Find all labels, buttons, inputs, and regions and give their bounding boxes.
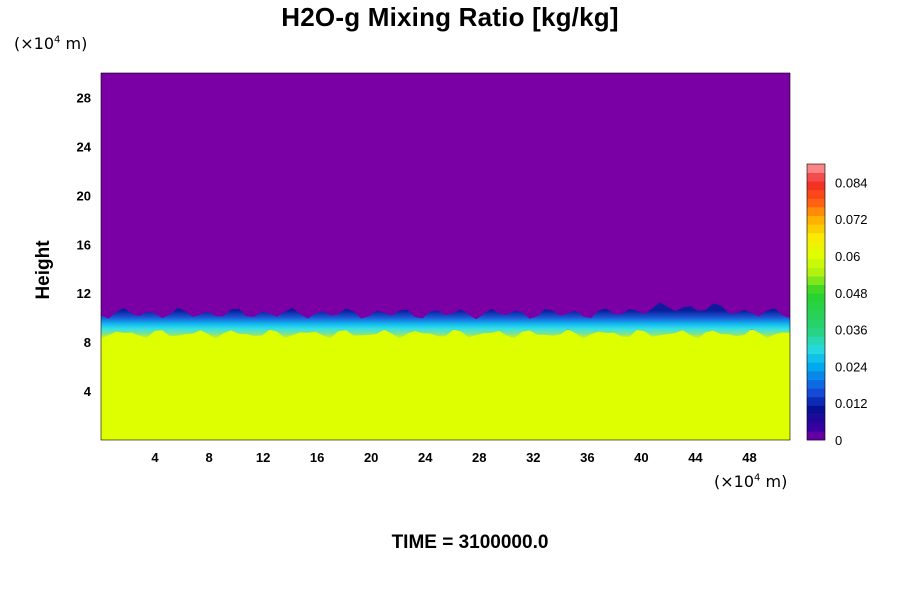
x-tick-label: 16 xyxy=(310,450,324,465)
x-tick-label: 28 xyxy=(472,450,486,465)
x-tick-label: 36 xyxy=(580,450,594,465)
colorbar-tick-label: 0.048 xyxy=(835,286,868,301)
colorbar-segment xyxy=(807,207,825,217)
plot-border xyxy=(100,72,791,441)
y-tick-label: 20 xyxy=(77,188,91,203)
colorbar-segment xyxy=(807,276,825,286)
colorbar-segment xyxy=(807,284,825,294)
x-tick-label: 8 xyxy=(205,450,212,465)
y-tick-label: 16 xyxy=(77,237,91,252)
colorbar-tick-label: 0 xyxy=(835,433,842,448)
colorbar-segment xyxy=(807,172,825,182)
colorbar-segment xyxy=(807,302,825,311)
y-tick-label: 4 xyxy=(84,384,92,399)
x-tick-label: 20 xyxy=(364,450,378,465)
colorbar-segment xyxy=(807,336,825,346)
colorbar-segment xyxy=(807,353,825,363)
colorbar-segment xyxy=(807,319,825,329)
x-tick-label: 12 xyxy=(256,450,270,465)
colorbar-segment xyxy=(807,164,825,173)
y-tick-label: 28 xyxy=(77,90,91,105)
colorbar-tick-label: 0.036 xyxy=(835,323,868,338)
x-tick-label: 4 xyxy=(151,450,159,465)
colorbar-segment xyxy=(807,422,825,432)
y-axis-unit-label: (×104 m) xyxy=(14,34,88,53)
colorbar-segment xyxy=(807,181,825,191)
colorbar-segment xyxy=(807,371,825,380)
moist-layer-region xyxy=(101,329,790,440)
y-tick-label: 12 xyxy=(77,286,91,301)
x-tick-label: 40 xyxy=(634,450,648,465)
colorbar-segment xyxy=(807,250,825,260)
colorbar-segment xyxy=(807,327,825,337)
y-tick-label: 24 xyxy=(77,139,92,154)
colorbar-segment xyxy=(807,224,825,234)
colorbar-segment xyxy=(807,198,825,208)
colorbar-segment xyxy=(807,405,825,415)
x-tick-label: 44 xyxy=(688,450,703,465)
plot-area xyxy=(100,72,791,441)
y-tick-label: 8 xyxy=(84,335,91,350)
x-tick-label: 48 xyxy=(742,450,756,465)
colorbar-tick-label: 0.084 xyxy=(835,175,868,190)
colorbar-segment xyxy=(807,258,825,268)
transition-layer-region xyxy=(101,302,790,339)
colorbar-tick-label: 0.012 xyxy=(835,396,868,411)
colorbar-tick-label: 0.06 xyxy=(835,249,860,264)
colorbar-segment xyxy=(807,414,825,424)
colorbar-segment xyxy=(807,189,825,199)
colorbar-segment xyxy=(807,293,825,303)
colorbar-segment xyxy=(807,388,825,398)
colorbar-tick-label: 0.072 xyxy=(835,212,868,227)
colorbar-border xyxy=(806,163,826,441)
x-axis-unit-label: (×104 m) xyxy=(714,472,788,491)
colorbar-segment xyxy=(807,345,825,355)
colorbar-tick-label: 0.024 xyxy=(835,359,868,374)
colorbar-segment xyxy=(807,396,825,406)
colorbar-segment xyxy=(807,215,825,225)
colorbar-segment xyxy=(807,310,825,320)
colorbar-segment xyxy=(807,267,825,277)
dry-layer-region xyxy=(101,73,790,330)
x-tick-label: 32 xyxy=(526,450,540,465)
x-tick-label: 24 xyxy=(418,450,433,465)
time-footer: TIME = 3100000.0 xyxy=(391,532,549,553)
colorbar: 0 0.012 0.024 0.036 0.048 0.06 0.072 0.084 xyxy=(806,163,868,448)
colorbar-segment xyxy=(807,233,825,242)
colorbar-segment xyxy=(807,379,825,389)
colorbar-segment xyxy=(807,431,825,441)
colorbar-segment xyxy=(807,362,825,372)
colorbar-segment xyxy=(807,241,825,251)
chart-title: H2O-g Mixing Ratio [kg/kg] xyxy=(281,2,619,32)
